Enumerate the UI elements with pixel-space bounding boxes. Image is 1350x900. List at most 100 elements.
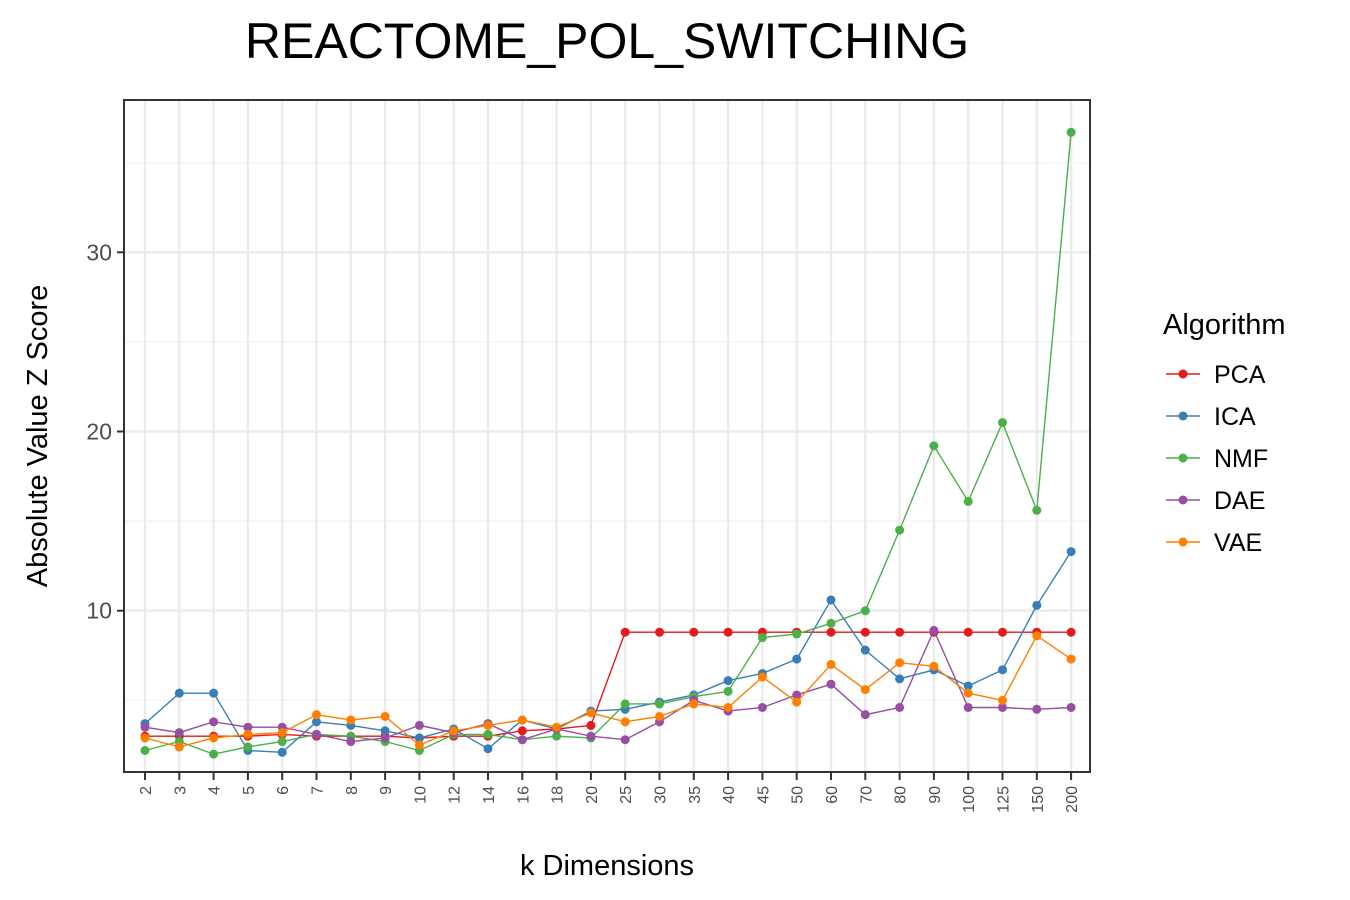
data-point-nmf [1066,127,1076,137]
legend-key-point [1178,453,1188,463]
x-tick-label: 8 [344,786,361,795]
data-point-vae [1066,654,1076,664]
data-point-vae [517,715,527,725]
data-point-dae [929,625,939,635]
x-tick-label: 14 [481,786,498,804]
data-point-vae [655,711,664,721]
data-point-nmf [655,699,664,709]
data-point-vae [586,708,596,718]
data-point-nmf [826,618,836,628]
series-vae [140,631,1076,752]
chart-title: REACTOME_POL_SWITCHING [244,13,970,69]
data-point-vae [414,740,424,750]
data-point-nmf [483,729,493,739]
data-point-dae [757,702,767,712]
x-tick-label: 90 [927,786,944,804]
data-point-ica [998,665,1007,675]
x-tick-label: 100 [961,786,978,813]
legend-key-point [1178,537,1188,547]
legend-key-point [1178,369,1188,379]
data-point-nmf [620,699,630,709]
x-tick-label: 4 [207,786,224,795]
data-point-pca [723,627,733,637]
data-point-vae [380,711,390,721]
data-point-ica [1032,600,1042,610]
data-point-dae [243,722,253,732]
series-line-dae [144,628,1072,743]
x-tick-label: 5 [241,786,258,795]
data-point-nmf [552,731,562,741]
data-point-vae [963,688,973,698]
x-tick-label: 16 [515,786,532,804]
legend-key-point [1178,411,1188,421]
data-point-dae [380,733,390,743]
data-point-pca [586,720,596,730]
data-point-dae [414,720,424,730]
x-tick-label: 3 [172,786,189,795]
x-axis: 2 3 4 5 6 7 8 9 10 12 14 16 18 20 25 30 35 40 45 50 60 70 80 90… [138,772,1081,813]
y-axis: 10 20 30 [86,239,124,624]
data-point-dae [895,702,905,712]
data-point-vae [792,697,802,707]
x-tick-label: 70 [858,786,875,804]
legend-item-nmf: NMF [1166,445,1268,473]
y-tick-label: 20 [86,419,112,445]
data-point-nmf [860,606,870,616]
x-tick-label: 200 [1064,786,1081,813]
data-point-pca [963,627,973,637]
legend-title: Algorithm [1163,309,1286,341]
data-point-dae [346,737,356,747]
data-point-ica [174,688,184,698]
series-line-ica [144,551,1072,754]
legend-label-pca: PCA [1214,361,1266,389]
data-point-nmf [792,629,802,639]
data-point-vae [277,728,287,738]
data-point-pca [998,627,1007,637]
x-tick-label: 20 [584,786,601,804]
data-point-vae [552,722,562,732]
data-point-vae [929,661,939,671]
data-point-vae [895,658,905,668]
data-point-nmf [243,742,253,752]
data-point-dae [209,717,219,727]
data-point-vae [723,702,733,712]
data-point-ica [723,676,733,686]
data-point-vae [140,733,150,743]
data-point-pca [655,627,664,637]
data-point-vae [998,695,1007,705]
x-tick-label: 35 [687,786,704,804]
data-point-pca [895,627,905,637]
data-point-dae [998,702,1007,712]
data-point-ica [414,733,424,743]
data-point-vae [826,659,836,669]
x-tick-label: 150 [1030,786,1047,813]
data-point-nmf [140,745,150,755]
data-point-ica [380,726,390,736]
data-point-ica [792,654,802,664]
series-line-vae [144,634,1072,748]
data-point-vae [312,710,321,720]
data-point-vae [689,699,699,709]
legend-item-pca: PCA [1166,361,1266,389]
x-tick-label: 50 [790,786,807,804]
x-axis-title: k Dimensions [520,850,694,882]
data-point-ica [895,674,905,684]
data-point-dae [620,735,630,745]
y-tick-label: 10 [86,598,112,624]
data-point-nmf [1032,505,1042,515]
data-point-nmf [757,633,767,643]
data-point-pca [1066,627,1076,637]
x-tick-label: 40 [721,786,738,804]
data-point-dae [312,729,321,739]
data-point-nmf [723,686,733,696]
data-point-dae [1032,704,1042,714]
data-point-ica [826,595,836,605]
data-point-dae [792,690,802,700]
data-point-pca [620,627,630,637]
legend-key-point [1178,495,1188,505]
legend-label-dae: DAE [1214,487,1265,515]
data-point-vae [209,733,219,743]
legend-item-dae: DAE [1166,487,1265,515]
data-point-ica [963,681,973,691]
data-point-dae [860,710,870,720]
